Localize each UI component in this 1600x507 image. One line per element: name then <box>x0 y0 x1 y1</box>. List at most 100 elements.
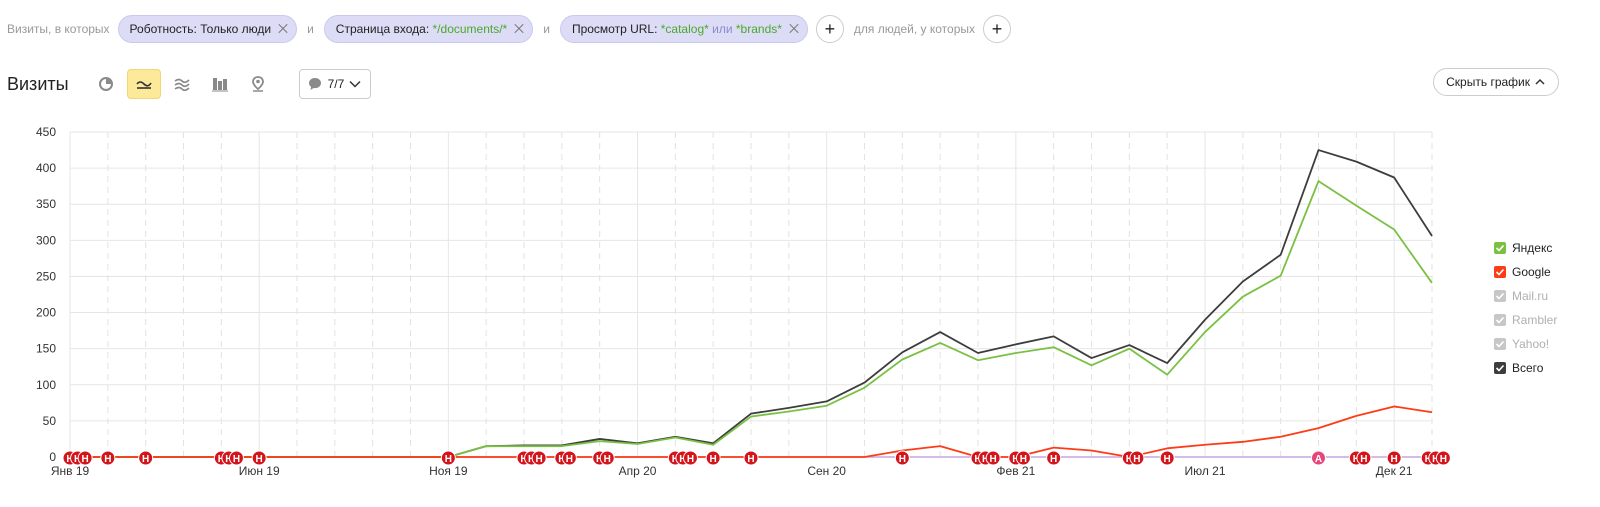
checkbox-icon[interactable] <box>1494 242 1506 254</box>
annotation-marker-label: Н <box>1020 454 1027 465</box>
annotation-marker-label: Н <box>604 454 611 465</box>
annotation-marker-label: Н <box>218 454 225 465</box>
checkbox-icon[interactable] <box>1494 362 1506 374</box>
x-tick-label: Дек 21 <box>1376 464 1413 478</box>
checkbox-icon[interactable] <box>1494 338 1506 350</box>
pie-chart-icon <box>98 77 113 91</box>
annotations-dropdown[interactable]: 7/7 <box>298 69 372 99</box>
annotation-marker-label: Н <box>596 454 603 465</box>
filter-bar: Визиты, в которых Роботность: Только люд… <box>0 14 1021 44</box>
chart-legend: Яндекс Google Mail.ru Rambler Yahoo! Всего <box>1494 236 1557 380</box>
legend-label: Yahoo! <box>1512 337 1550 351</box>
annotation-marker <box>251 450 267 466</box>
stacked-area-button[interactable] <box>165 69 199 99</box>
legend-item[interactable]: Яндекс <box>1494 236 1557 260</box>
x-tick-label: Июл 21 <box>1184 464 1225 478</box>
comment-icon <box>308 78 321 90</box>
annotation-marker-label: Н <box>528 454 535 465</box>
annotation-marker-label: Н <box>1353 454 1360 465</box>
annotation-marker <box>1311 450 1326 466</box>
annotation-marker-label: Н <box>1133 454 1140 465</box>
hide-chart-button[interactable]: Скрыть график <box>1433 68 1559 96</box>
legend-item[interactable]: Всего <box>1494 356 1557 380</box>
y-tick-label: 200 <box>36 306 56 320</box>
annotation-marker-label: Н <box>687 454 694 465</box>
filter-chip-url[interactable]: Просмотр URL: *catalog* или *brands* <box>559 15 808 43</box>
annotation-marker <box>599 450 615 466</box>
annotation-marker <box>1046 450 1062 466</box>
annotation-marker-label: Н <box>142 454 149 465</box>
y-tick-label: 300 <box>36 233 56 247</box>
y-tick-label: 450 <box>36 125 56 139</box>
annotation-marker-label: Н <box>1164 454 1171 465</box>
annotation-marker <box>1159 450 1175 466</box>
map-button[interactable] <box>241 69 275 99</box>
annotation-marker <box>228 450 244 466</box>
bar-chart-button[interactable] <box>203 69 237 99</box>
y-tick-label: 50 <box>43 414 57 428</box>
hide-chart-label: Скрыть график <box>1446 75 1530 89</box>
annotation-marker <box>705 450 721 466</box>
and-connector: и <box>307 22 314 36</box>
line-chart-icon <box>135 81 152 89</box>
annotation-marker-label: Н <box>74 454 81 465</box>
annotation-marker <box>138 450 154 466</box>
map-pin-icon <box>251 76 264 92</box>
annotation-marker-label: Н <box>899 454 906 465</box>
legend-item[interactable]: Rambler <box>1494 308 1557 332</box>
add-user-filter-button[interactable]: + <box>983 15 1011 43</box>
close-icon[interactable] <box>276 22 290 36</box>
annotation-marker-label: Н <box>1360 454 1367 465</box>
annotation-marker <box>1386 450 1402 466</box>
legend-item[interactable]: Google <box>1494 260 1557 284</box>
x-tick-label: Янв 19 <box>51 464 90 478</box>
y-tick-label: 400 <box>36 161 56 175</box>
checkbox-icon[interactable] <box>1494 266 1506 278</box>
filter-chip-text: Страница входа: */documents/* <box>335 22 508 36</box>
annotation-marker-label: Н <box>974 454 981 465</box>
annotation-marker-label: Н <box>1391 454 1398 465</box>
close-icon[interactable] <box>787 22 801 36</box>
x-tick-label: Апр 20 <box>619 464 657 478</box>
legend-label: Mail.ru <box>1512 289 1549 303</box>
y-tick-label: 100 <box>36 378 56 392</box>
and-connector: и <box>543 22 550 36</box>
annotation-marker <box>77 450 93 466</box>
annotation-marker <box>440 450 456 466</box>
filter-suffix: для людей, у которых <box>853 22 975 36</box>
annotation-marker-label: Н <box>256 454 263 465</box>
annotation-marker-label: Н <box>710 454 717 465</box>
annotation-marker <box>1356 450 1372 466</box>
annotation-marker-label: Н <box>445 454 452 465</box>
annotation-marker-label: Н <box>1432 454 1439 465</box>
y-tick-label: 250 <box>36 269 56 283</box>
legend-label: Яндекс <box>1512 241 1553 255</box>
checkbox-icon[interactable] <box>1494 314 1506 326</box>
annotation-marker <box>985 450 1001 466</box>
legend-label: Google <box>1512 265 1551 279</box>
x-tick-label: Сен 20 <box>807 464 846 478</box>
checkbox-icon[interactable] <box>1494 290 1506 302</box>
line-chart-button[interactable] <box>126 69 161 99</box>
x-tick-label: Ноя 19 <box>429 464 468 478</box>
annotation-marker <box>894 450 910 466</box>
pie-chart-button[interactable] <box>89 69 123 99</box>
legend-item[interactable]: Yahoo! <box>1494 332 1557 356</box>
annotation-marker-label: Н <box>104 454 111 465</box>
filter-chip-entry-page[interactable]: Страница входа: */documents/* <box>323 15 534 43</box>
annotation-marker-label: Н <box>520 454 527 465</box>
annotation-marker-label: Н <box>1440 454 1447 465</box>
annotation-marker <box>1435 450 1451 466</box>
annotation-marker-label: Н <box>558 454 565 465</box>
chart-toolbar: Визиты 7/7 <box>7 68 372 100</box>
legend-item[interactable]: Mail.ru <box>1494 284 1557 308</box>
annotation-marker-label: Н <box>747 454 754 465</box>
legend-label: Всего <box>1512 361 1544 375</box>
add-visit-filter-button[interactable]: + <box>815 15 844 43</box>
bar-chart-icon <box>211 78 228 92</box>
filter-prefix: Визиты, в которых <box>7 22 110 36</box>
filter-chip-robots[interactable]: Роботность: Только люди <box>117 15 298 43</box>
close-icon[interactable] <box>512 22 526 36</box>
page-title: Визиты <box>7 73 69 94</box>
annotation-marker-label: А <box>1315 454 1322 465</box>
